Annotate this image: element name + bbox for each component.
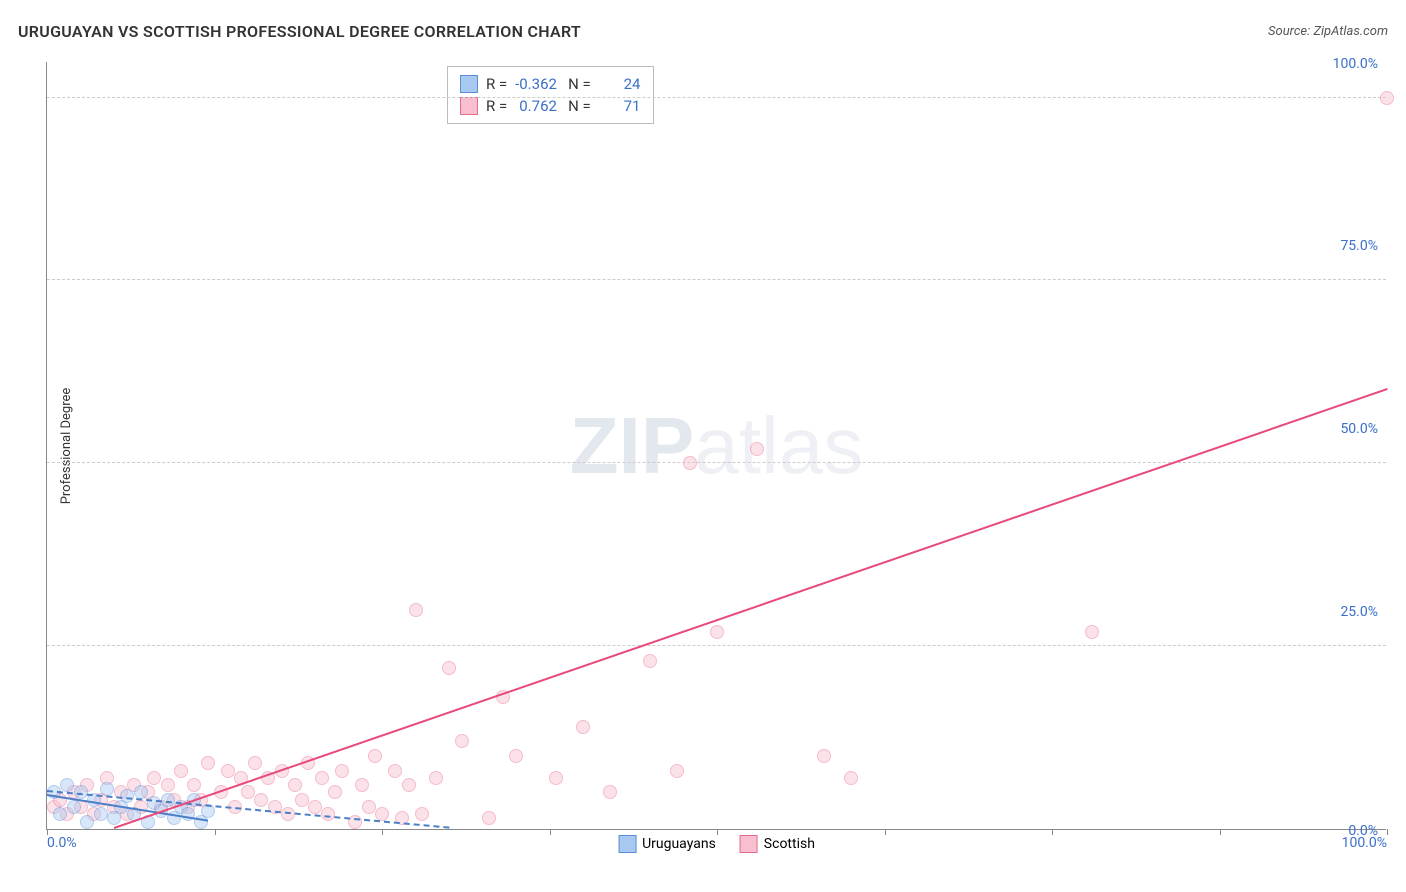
data-point [295, 793, 309, 807]
data-point [1380, 91, 1394, 105]
series-legend-item: Uruguayans [618, 835, 716, 853]
stat-legend-text: R = 0.762 N = 71 [486, 97, 641, 115]
data-point [248, 756, 262, 770]
watermark: ZIPatlas [570, 400, 863, 492]
series-legend-item: Scottish [740, 835, 815, 853]
data-point [241, 785, 255, 799]
data-point [670, 764, 684, 778]
x-tick-mark [382, 829, 383, 835]
data-point [402, 778, 416, 792]
x-tick-mark [717, 829, 718, 835]
data-point [362, 800, 376, 814]
stat-legend-row: R = -0.362 N = 24 [460, 73, 641, 95]
y-tick-label: 75.0% [1340, 238, 1378, 254]
data-point [750, 442, 764, 456]
data-point [603, 785, 617, 799]
legend-swatch [618, 835, 636, 853]
data-point [683, 456, 697, 470]
data-point [576, 720, 590, 734]
gridline [47, 462, 1386, 463]
legend-swatch [740, 835, 758, 853]
stat-legend-text: R = -0.362 N = 24 [486, 75, 641, 93]
trend-line [114, 388, 1388, 829]
data-point [643, 654, 657, 668]
data-point [94, 807, 108, 821]
x-tick-mark [1052, 829, 1053, 835]
data-point [710, 625, 724, 639]
data-point [455, 734, 469, 748]
correlation-stats-legend: R = -0.362 N = 24 R = 0.762 N = 71 [447, 66, 654, 124]
data-point [328, 785, 342, 799]
data-point [817, 749, 831, 763]
gridline [47, 97, 1386, 98]
data-point [308, 800, 322, 814]
data-point [409, 603, 423, 617]
data-point [161, 778, 175, 792]
data-point [355, 778, 369, 792]
x-tick-label: 100.0% [1342, 835, 1387, 851]
data-point [315, 771, 329, 785]
x-tick-mark [885, 829, 886, 835]
watermark-atlas: atlas [694, 401, 863, 490]
data-point [53, 807, 67, 821]
data-point [415, 807, 429, 821]
source-link[interactable]: ZipAtlas.com [1313, 24, 1388, 39]
data-point [254, 793, 268, 807]
data-point [80, 815, 94, 829]
data-point [147, 771, 161, 785]
data-point [388, 764, 402, 778]
data-point [429, 771, 443, 785]
source-prefix: Source: [1268, 24, 1313, 39]
y-tick-label: 50.0% [1340, 421, 1378, 437]
data-point [201, 756, 215, 770]
x-tick-mark [550, 829, 551, 835]
data-point [549, 771, 563, 785]
x-tick-label: 0.0% [47, 835, 77, 851]
data-point [844, 771, 858, 785]
data-point [174, 764, 188, 778]
stat-legend-row: R = 0.762 N = 71 [460, 95, 641, 117]
data-point [335, 764, 349, 778]
x-tick-mark [1387, 829, 1388, 835]
data-point [288, 778, 302, 792]
chart-title: URUGUAYAN VS SCOTTISH PROFESSIONAL DEGRE… [18, 22, 581, 41]
x-tick-mark [1220, 829, 1221, 835]
series-legend-label: Scottish [764, 836, 815, 852]
legend-swatch [460, 75, 478, 93]
data-point [368, 749, 382, 763]
data-point [482, 811, 496, 825]
data-point [442, 661, 456, 675]
y-tick-label: 25.0% [1340, 604, 1378, 620]
x-tick-mark [215, 829, 216, 835]
data-point [100, 782, 114, 796]
series-legend: Uruguayans Scottish [618, 835, 815, 853]
gridline [47, 645, 1386, 646]
data-point [221, 764, 235, 778]
gridline [47, 279, 1386, 280]
y-tick-label: 100.0% [1333, 56, 1378, 72]
data-point [1085, 625, 1099, 639]
scatter-plot-area: ZIPatlas R = -0.362 N = 24 R = 0.762 N = … [46, 62, 1386, 830]
series-legend-label: Uruguayans [642, 836, 716, 852]
legend-swatch [460, 97, 478, 115]
data-point [187, 778, 201, 792]
data-point [60, 778, 74, 792]
data-point [67, 800, 81, 814]
source-attribution: Source: ZipAtlas.com [1268, 24, 1388, 39]
watermark-zip: ZIP [570, 401, 694, 490]
data-point [509, 749, 523, 763]
